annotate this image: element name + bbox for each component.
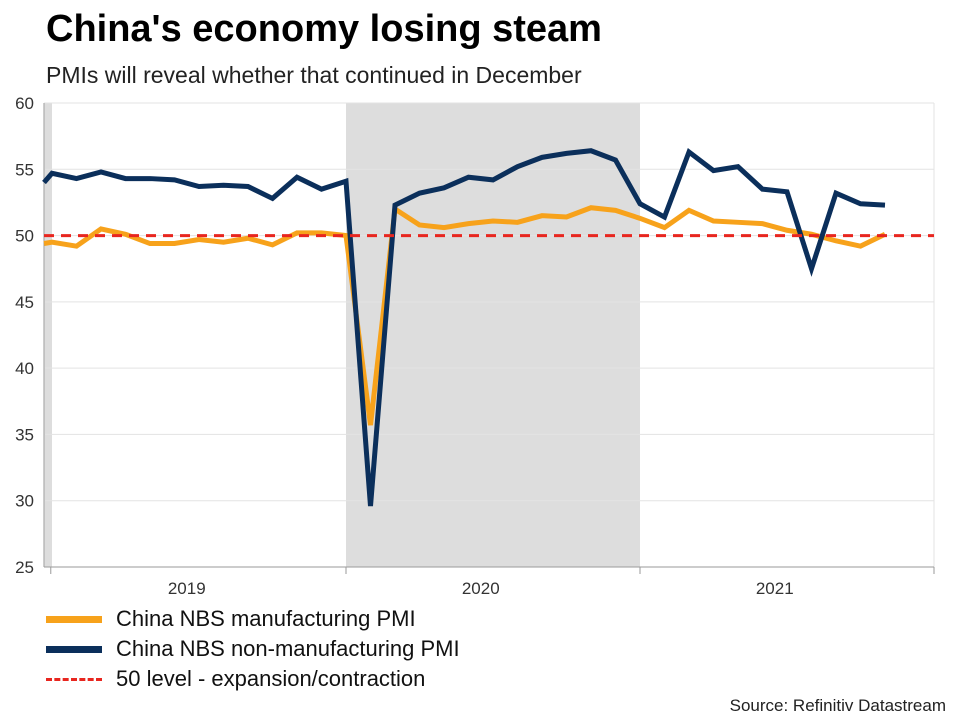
x-year-label-2020: 2020	[462, 579, 500, 598]
x-year-label-2019: 2019	[168, 579, 206, 598]
legend-swatch-non-manufacturing	[46, 645, 102, 653]
legend-item-non-manufacturing: China NBS non-manufacturing PMI	[46, 634, 460, 664]
legend-item-manufacturing: China NBS manufacturing PMI	[46, 604, 460, 634]
y-tick-label-25: 25	[15, 558, 34, 577]
shaded-period-0	[44, 103, 52, 567]
x-year-label-2021: 2021	[756, 579, 794, 598]
legend-label-manufacturing: China NBS manufacturing PMI	[116, 606, 416, 631]
legend-swatch-reference	[46, 677, 102, 681]
y-tick-label-50: 50	[15, 227, 34, 246]
legend-swatch-manufacturing	[46, 615, 102, 623]
legend-item-reference: 50 level - expansion/contraction	[46, 664, 460, 694]
legend-label-non-manufacturing: China NBS non-manufacturing PMI	[116, 636, 460, 661]
y-tick-label-30: 30	[15, 492, 34, 511]
y-tick-label-55: 55	[15, 160, 34, 179]
shaded-period-1	[346, 103, 640, 567]
legend: China NBS manufacturing PMI China NBS no…	[46, 604, 460, 694]
series-line-manufacturing	[43, 204, 887, 426]
y-tick-label-45: 45	[15, 293, 34, 312]
y-tick-label-40: 40	[15, 359, 34, 378]
source-note: Source: Refinitiv Datastream	[729, 696, 946, 715]
chart-subtitle: PMIs will reveal whether that continued …	[46, 62, 582, 88]
y-tick-label-60: 60	[15, 94, 34, 113]
series-line-non-manufacturing	[42, 148, 886, 507]
legend-label-reference: 50 level - expansion/contraction	[116, 666, 426, 691]
y-tick-label-35: 35	[15, 425, 34, 444]
chart-title: China's economy losing steam	[46, 8, 602, 50]
